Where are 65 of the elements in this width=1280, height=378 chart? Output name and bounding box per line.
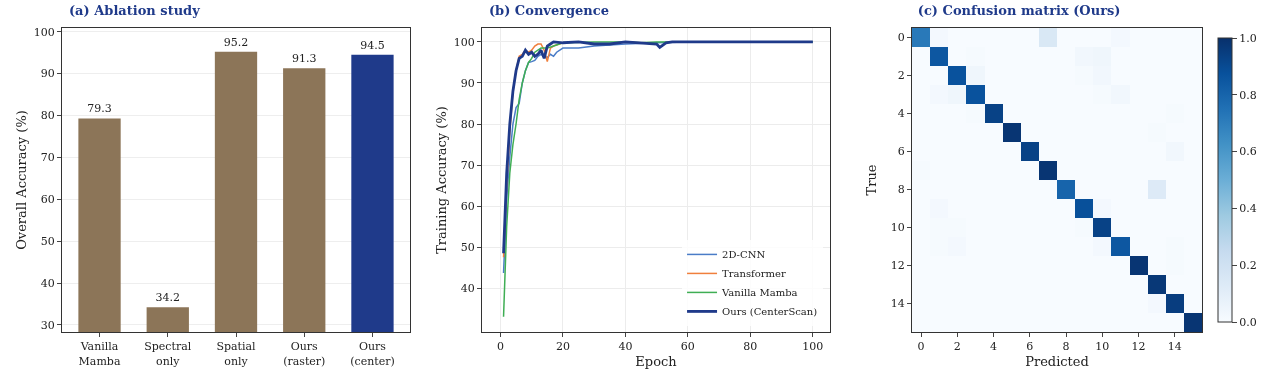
y-tick-label: 70	[40, 151, 55, 165]
x-tick-label: 20	[555, 340, 570, 354]
x-tick-label: 10	[1095, 340, 1110, 354]
y-tick-label: 6	[897, 145, 905, 159]
y-tick-label: 2	[897, 69, 905, 83]
y-tick-label: 40	[460, 281, 475, 295]
y-tick-label: 14	[890, 297, 905, 311]
y-tick-label: 50	[40, 234, 55, 248]
y-tick-label: 30	[40, 318, 55, 332]
x-tick-label: 100	[802, 340, 824, 354]
x-tick-label: 80	[743, 340, 758, 354]
y-tick-label: 50	[460, 240, 475, 254]
x-tick-label: 2	[953, 340, 961, 354]
data-label: 91.3	[291, 52, 317, 66]
x-tick-label: Spectral only	[144, 340, 192, 368]
x-tick-label: 60	[680, 340, 695, 354]
data-label: 94.5	[360, 38, 385, 52]
y-tick-label: 60	[40, 193, 55, 207]
legend-label: Vanilla Mamba	[721, 287, 798, 299]
y-tick-label: 100	[453, 35, 475, 49]
x-tick-label: 0	[917, 340, 925, 354]
y-tick-label: 4	[897, 107, 905, 121]
x-tick-label: Vanilla Mamba	[78, 340, 121, 368]
y-tick-label: 8	[897, 183, 905, 197]
x-tick-label: Ours (raster)	[283, 340, 326, 368]
y-tick-label: 0	[897, 31, 905, 45]
y-axis-title: True	[864, 164, 879, 196]
y-axis-title: Training Accuracy (%)	[434, 106, 449, 254]
color-bar-label: 0.8	[1239, 88, 1257, 102]
x-tick-label: 8	[1062, 340, 1070, 354]
y-tick-label: 10	[890, 221, 905, 235]
color-bar-label: 1.0	[1239, 31, 1257, 45]
color-bar-label: 0.6	[1239, 145, 1257, 159]
y-tick-label: 40	[40, 276, 55, 290]
data-label: 79.3	[87, 102, 112, 116]
x-tick-label: 14	[1167, 340, 1182, 354]
legend-label: 2D-CNN	[722, 249, 766, 261]
y-tick-label: 90	[40, 67, 55, 81]
x-axis-title: Predicted	[1025, 353, 1089, 369]
x-axis-title: Epoch	[635, 353, 678, 369]
data-label: 95.2	[223, 35, 249, 49]
x-tick-label: 6	[1026, 340, 1034, 354]
legend-label: Transformer	[722, 268, 786, 280]
x-tick-label: 40	[618, 340, 633, 354]
color-bar-label: 0.0	[1239, 315, 1257, 329]
x-tick-label: Ours (center)	[350, 340, 395, 368]
chart-title: (a) Ablation study	[68, 2, 201, 18]
y-tick-label: 80	[460, 117, 475, 131]
y-axis-title: Overall Accuracy (%)	[14, 110, 29, 250]
x-tick-label: 0	[496, 340, 504, 354]
y-tick-label: 70	[460, 158, 475, 172]
legend-label: Ours (CenterScan)	[722, 306, 818, 318]
y-tick-label: 12	[890, 259, 905, 273]
x-tick-label: 12	[1131, 340, 1146, 354]
color-bar-label: 0.4	[1239, 202, 1257, 216]
chart-title: (b) Convergence	[488, 2, 610, 18]
data-label: 34.2	[155, 291, 181, 305]
chart-title: (c) Confusion matrix (Ours)	[917, 2, 1121, 18]
y-tick-label: 80	[40, 109, 55, 123]
x-tick-label: 4	[990, 340, 998, 354]
color-bar-label: 0.2	[1239, 259, 1257, 273]
x-tick-label: Spatial only	[216, 340, 257, 368]
y-tick-label: 60	[460, 199, 475, 213]
y-tick-label: 100	[33, 25, 55, 39]
y-tick-label: 90	[460, 76, 475, 90]
